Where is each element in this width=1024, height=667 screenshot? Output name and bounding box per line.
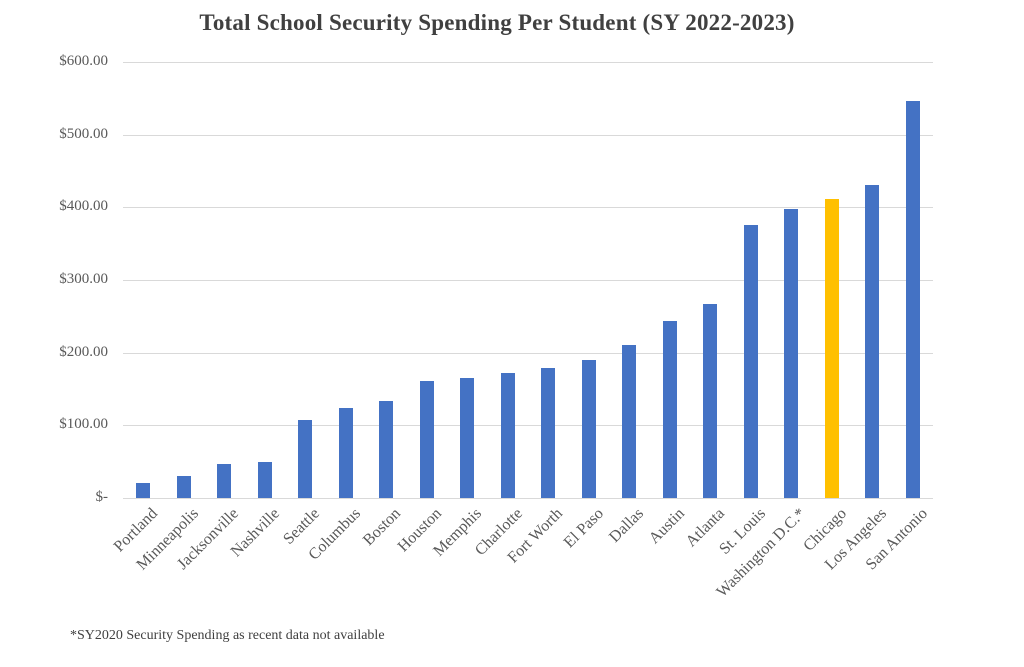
bar-portland [136, 482, 151, 498]
gridline-100 [123, 425, 933, 427]
bar-seattle [298, 420, 313, 498]
bar-dallas [622, 344, 637, 498]
bar-chicago [824, 199, 839, 498]
y-tick-label-600: $600.00 [59, 53, 108, 69]
bar-charlotte [500, 373, 515, 498]
bar-los-angeles [865, 184, 880, 498]
gridline-600 [123, 62, 933, 63]
y-tick-label-400: $400.00 [59, 198, 108, 215]
plot-area [123, 62, 933, 499]
bar-houston [419, 381, 434, 498]
bar-nashville [257, 461, 272, 498]
bar-washington-d-c [784, 208, 799, 498]
gridline-0 [123, 498, 933, 499]
gridline-300 [123, 280, 933, 281]
bar-jacksonville [217, 463, 232, 498]
bar-san-antonio [905, 101, 920, 498]
footnote: *SY2020 Security Spending as recent data… [70, 628, 385, 643]
y-tick-label-100: $100.00 [59, 416, 108, 433]
gridline-400 [123, 207, 933, 209]
bar-fort-worth [541, 367, 556, 498]
y-tick-label-200: $200.00 [59, 343, 108, 360]
bar-atlanta [703, 303, 718, 498]
bar-memphis [460, 378, 475, 498]
bar-austin [662, 321, 677, 498]
bar-columbus [338, 407, 353, 498]
gridline-500 [123, 134, 933, 136]
bar-el-paso [581, 359, 596, 498]
chart-title: Total School Security Spending Per Stude… [199, 10, 795, 35]
bar-boston [379, 400, 394, 498]
y-tick-label-500: $500.00 [59, 125, 108, 142]
bar-st-louis [743, 224, 758, 498]
bar-minneapolis [176, 476, 191, 498]
y-tick-label-0: $- [95, 489, 109, 505]
gridline-200 [123, 352, 933, 354]
y-tick-label-300: $300.00 [59, 271, 108, 287]
